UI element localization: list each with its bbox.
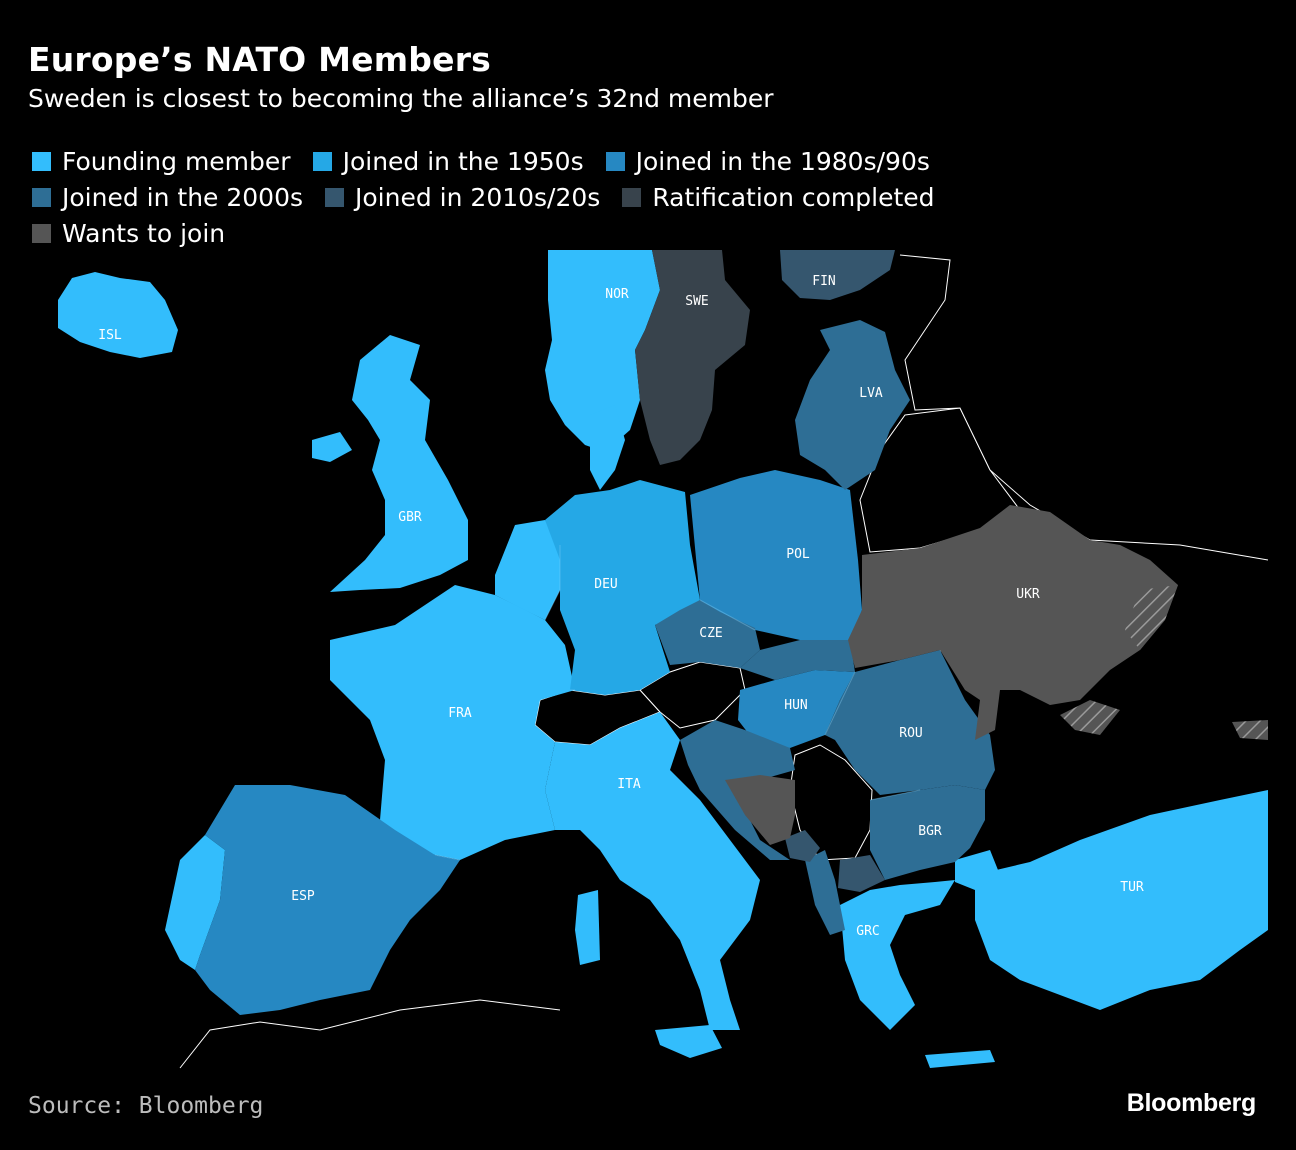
label-deu: DEU (594, 577, 617, 592)
europe-map: ISL NOR SWE FIN LVA GBR DEU POL UKR CZE … (58, 250, 1269, 1069)
label-bgr: BGR (918, 824, 942, 839)
country-svk (740, 640, 855, 680)
label-tur: TUR (1120, 880, 1144, 895)
region-ukr-crimea (1060, 700, 1120, 735)
country-hun (738, 670, 855, 748)
legend-swatch-1950s (312, 151, 332, 171)
country-grc (840, 880, 955, 1030)
country-prt (165, 835, 225, 970)
country-fin (780, 250, 895, 300)
legend-label-ratification: Ratification completed (652, 182, 935, 212)
country-swe (635, 250, 750, 465)
label-hun: HUN (784, 698, 807, 713)
legend-item-2000s: Joined in the 2000s (32, 183, 303, 212)
legend-item-1950s: Joined in the 1950s (312, 146, 584, 176)
country-bgr (870, 785, 985, 880)
label-nor: NOR (605, 287, 629, 302)
legend-label-1980s-90s: Joined in the 1980s/90s (635, 146, 930, 176)
country-ita-sardinia (575, 890, 600, 965)
country-ukr (848, 505, 1178, 740)
legend-item-2010s-20s: Joined in 2010s/20s (325, 183, 600, 212)
legend-row-1: Founding member Joined in the 1950s Join… (32, 143, 1032, 179)
country-baltics (795, 320, 910, 490)
label-cze: CZE (699, 626, 722, 641)
country-dnk (590, 405, 625, 490)
legend-swatch-wants-to-join (32, 223, 51, 243)
country-ita-sicily (655, 1025, 722, 1058)
legend-row-3: Wants to join (32, 215, 1032, 251)
country-isl (58, 272, 178, 358)
label-pol: POL (786, 547, 810, 562)
label-fin: FIN (812, 274, 835, 289)
legend-item-founding: Founding member (32, 147, 291, 176)
country-north-africa (179, 999, 561, 1069)
label-fra: FRA (448, 706, 472, 721)
bloomberg-logo: Bloomberg (1126, 1089, 1257, 1117)
label-grc: GRC (856, 924, 879, 939)
label-rou: ROU (899, 726, 922, 741)
country-esp (195, 785, 460, 1015)
country-nor (545, 250, 660, 452)
label-isl: ISL (98, 328, 122, 343)
country-pol (690, 470, 862, 640)
label-swe: SWE (685, 294, 708, 309)
chart-title: Europe’s NATO Members (28, 40, 492, 79)
legend-item-1980s-90s: Joined in the 1980s/90s (605, 146, 930, 176)
legend-swatch-founding (32, 151, 51, 171)
country-fra (330, 585, 575, 860)
region-ukr-occupied-east (1125, 585, 1178, 650)
label-gbr: GBR (398, 510, 422, 525)
source-note: Source: Bloomberg (28, 1093, 264, 1119)
legend-label-2000s: Joined in the 2000s (62, 182, 304, 212)
country-alb (805, 850, 845, 935)
country-gbr (330, 335, 468, 592)
country-rou (825, 650, 995, 795)
label-ita: ITA (617, 777, 641, 792)
legend-row-2: Joined in the 2000s Joined in 2010s/20s … (32, 179, 1032, 215)
country-tur-thrace (955, 850, 1000, 890)
legend-label-wants-to-join: Wants to join (62, 218, 226, 248)
label-esp: ESP (291, 889, 315, 904)
country-tur (975, 790, 1268, 1010)
country-mkd (838, 855, 885, 892)
country-bih (725, 775, 795, 845)
legend-label-1950s: Joined in the 1950s (342, 146, 584, 176)
legend-swatch-2000s (32, 187, 51, 207)
legend: Founding member Joined in the 1950s Join… (32, 143, 1032, 251)
label-ukr: UKR (1016, 587, 1040, 602)
country-mne (785, 830, 820, 862)
chart-subtitle: Sweden is closest to becoming the allian… (28, 84, 774, 113)
legend-label-2010s-20s: Joined in 2010s/20s (355, 182, 601, 212)
legend-swatch-1980s-90s (605, 151, 625, 171)
country-rus-west (899, 254, 1269, 561)
country-grc-crete (925, 1050, 995, 1068)
country-cze (655, 600, 760, 668)
legend-item-ratification: Ratification completed (622, 182, 935, 212)
legend-item-wants-to-join: Wants to join (32, 219, 225, 248)
label-lva: LVA (859, 386, 883, 401)
region-georgia (1232, 720, 1268, 740)
country-deu (545, 480, 700, 695)
country-ita (545, 712, 760, 1030)
legend-swatch-ratification (622, 187, 642, 207)
country-nld-bel-lux (495, 520, 560, 620)
legend-label-founding: Founding member (62, 146, 291, 176)
legend-swatch-2010s-20s (325, 187, 345, 207)
country-nir (312, 432, 352, 462)
country-borders (434, 545, 921, 861)
